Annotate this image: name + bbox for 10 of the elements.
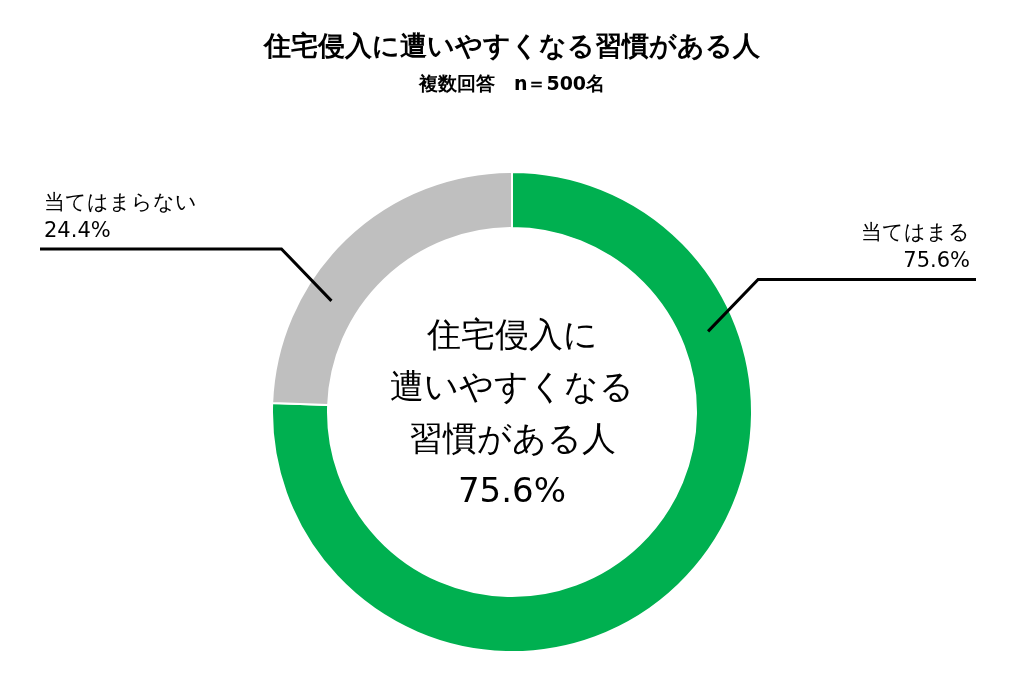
chart-subtitle: 複数回答 n＝500名	[417, 72, 606, 94]
text: 習慣がある人	[408, 418, 616, 458]
slice-label: 当てはまらない	[44, 189, 197, 214]
chart-title: 住宅侵入に遭いやすくなる習慣がある人	[263, 30, 761, 61]
data-label: 24.4%	[44, 217, 111, 242]
text: 住宅侵入に	[425, 314, 598, 354]
slice-label: 当てはまる	[861, 220, 970, 245]
text: 75.6%	[457, 470, 567, 510]
data-label: 75.6%	[903, 248, 970, 273]
text: 遭いやすくなる	[390, 366, 634, 406]
